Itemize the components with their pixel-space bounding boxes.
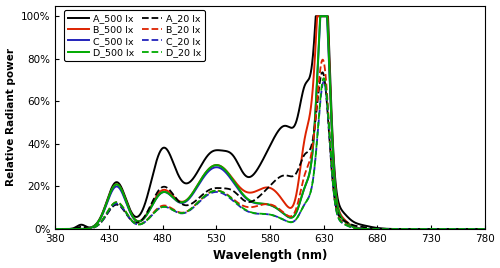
- Line: D_500 lx: D_500 lx: [56, 16, 484, 229]
- B_20 lx: [217, 189, 223, 193]
- C_20 lx: [52, 228, 59, 231]
- D_500 lx: [102, 207, 107, 211]
- Legend: A_500 lx, B_500 lx, C_500 lx, D_500 lx, A_20 lx, B_20 lx, C_20 lx, D_20 lx: A_500 lx, B_500 lx, C_500 lx, D_500 lx, …: [64, 10, 205, 61]
- C_500 lx: [102, 208, 107, 211]
- D_20 lx: [217, 189, 223, 193]
- B_500 lx: [427, 228, 433, 231]
- D_500 lx: [127, 209, 133, 213]
- Line: A_20 lx: A_20 lx: [56, 72, 484, 229]
- D_500 lx: [427, 228, 433, 231]
- A_500 lx: [312, 14, 318, 18]
- A_500 lx: [52, 228, 59, 231]
- A_500 lx: [127, 208, 133, 211]
- D_20 lx: [102, 215, 107, 219]
- C_500 lx: [127, 210, 133, 213]
- B_500 lx: [474, 228, 480, 231]
- A_500 lx: [236, 163, 242, 166]
- B_500 lx: [236, 184, 242, 188]
- A_20 lx: [102, 217, 107, 220]
- B_20 lx: [102, 215, 107, 219]
- B_20 lx: [474, 228, 480, 231]
- C_500 lx: [52, 228, 59, 231]
- C_20 lx: [217, 191, 223, 194]
- A_20 lx: [427, 228, 433, 231]
- B_500 lx: [102, 207, 107, 211]
- A_20 lx: [127, 217, 133, 220]
- B_20 lx: [127, 217, 133, 220]
- A_20 lx: [236, 194, 242, 197]
- B_20 lx: [52, 228, 59, 231]
- C_500 lx: [482, 228, 488, 231]
- C_20 lx: [474, 228, 480, 231]
- B_500 lx: [127, 209, 133, 213]
- C_500 lx: [318, 14, 324, 18]
- A_500 lx: [482, 228, 488, 231]
- C_20 lx: [427, 228, 433, 231]
- D_20 lx: [482, 228, 488, 231]
- D_20 lx: [474, 228, 480, 231]
- C_20 lx: [236, 204, 242, 207]
- A_500 lx: [474, 228, 480, 231]
- A_20 lx: [52, 228, 59, 231]
- A_20 lx: [474, 228, 480, 231]
- X-axis label: Wavelength (nm): Wavelength (nm): [213, 250, 327, 262]
- Line: B_20 lx: B_20 lx: [56, 60, 484, 229]
- C_500 lx: [236, 188, 242, 191]
- A_500 lx: [102, 206, 107, 210]
- D_500 lx: [317, 14, 323, 18]
- Y-axis label: Relative Radiant power: Relative Radiant power: [6, 48, 16, 186]
- B_500 lx: [52, 228, 59, 231]
- D_20 lx: [320, 77, 326, 80]
- B_20 lx: [482, 228, 488, 231]
- D_20 lx: [427, 228, 433, 231]
- Line: C_20 lx: C_20 lx: [56, 82, 484, 229]
- D_500 lx: [474, 228, 480, 231]
- B_500 lx: [482, 228, 488, 231]
- C_20 lx: [102, 216, 107, 219]
- A_20 lx: [320, 71, 326, 74]
- Line: D_20 lx: D_20 lx: [56, 78, 484, 229]
- D_500 lx: [217, 164, 223, 168]
- D_20 lx: [127, 217, 133, 220]
- D_20 lx: [236, 203, 242, 206]
- A_500 lx: [427, 228, 433, 231]
- B_20 lx: [320, 58, 326, 61]
- B_20 lx: [236, 202, 242, 205]
- D_500 lx: [482, 228, 488, 231]
- B_20 lx: [427, 228, 433, 231]
- C_20 lx: [320, 80, 326, 84]
- D_20 lx: [52, 228, 59, 231]
- B_500 lx: [217, 164, 223, 168]
- C_500 lx: [474, 228, 480, 231]
- D_500 lx: [52, 228, 59, 231]
- Line: A_500 lx: A_500 lx: [56, 16, 484, 229]
- A_20 lx: [482, 228, 488, 231]
- A_500 lx: [217, 149, 223, 152]
- C_20 lx: [127, 217, 133, 220]
- C_500 lx: [217, 166, 223, 170]
- A_20 lx: [217, 187, 223, 190]
- C_500 lx: [427, 228, 433, 231]
- Line: B_500 lx: B_500 lx: [56, 16, 484, 229]
- D_500 lx: [236, 187, 242, 190]
- B_500 lx: [314, 14, 320, 18]
- Line: C_500 lx: C_500 lx: [56, 16, 484, 229]
- C_20 lx: [482, 228, 488, 231]
